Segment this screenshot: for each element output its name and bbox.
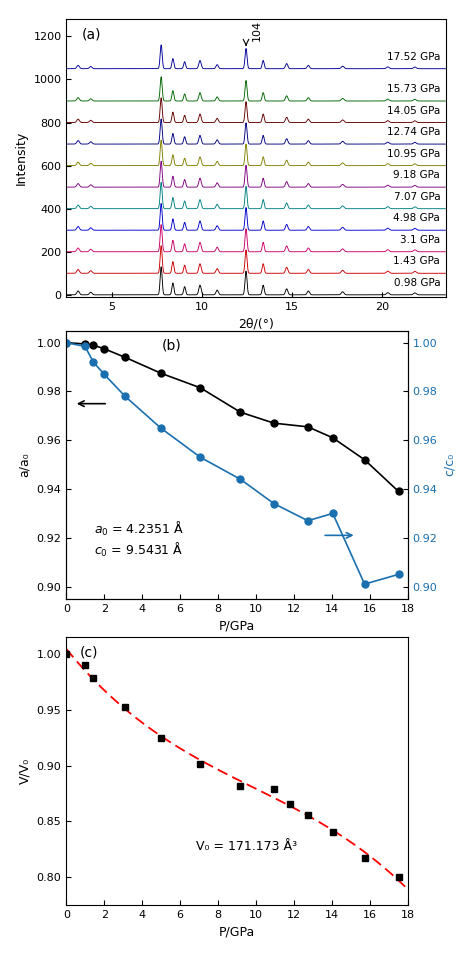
Y-axis label: c/c₀: c/c₀ [443,453,456,476]
Text: 17.52 GPa: 17.52 GPa [387,52,440,62]
Text: 12.74 GPa: 12.74 GPa [387,127,440,137]
X-axis label: P/GPa: P/GPa [219,925,255,939]
Text: (a): (a) [82,28,101,41]
X-axis label: P/GPa: P/GPa [219,619,255,632]
Y-axis label: a/a₀: a/a₀ [18,452,31,477]
Y-axis label: V/V₀: V/V₀ [18,758,31,785]
Text: 3.1 GPa: 3.1 GPa [400,235,440,245]
Y-axis label: Intensity: Intensity [15,131,28,185]
Text: 1.43 GPa: 1.43 GPa [393,257,440,266]
Text: V₀ = 171.173 Å³: V₀ = 171.173 Å³ [196,840,297,853]
Text: (b): (b) [162,338,182,353]
Text: 14.05 GPa: 14.05 GPa [387,105,440,116]
Text: 10.95 GPa: 10.95 GPa [387,148,440,159]
Text: 104: 104 [251,19,262,40]
X-axis label: 2θ/(°): 2θ/(°) [238,317,274,331]
Text: 9.18 GPa: 9.18 GPa [393,171,440,180]
Text: (c): (c) [80,645,99,659]
Text: 0.98 GPa: 0.98 GPa [393,278,440,288]
Text: 4.98 GPa: 4.98 GPa [393,214,440,223]
Text: $a_0$ = 4.2351 Å
$c_0$ = 9.5431 Å: $a_0$ = 4.2351 Å $c_0$ = 9.5431 Å [94,520,183,559]
Text: 7.07 GPa: 7.07 GPa [393,192,440,202]
Text: 15.73 GPa: 15.73 GPa [387,84,440,94]
